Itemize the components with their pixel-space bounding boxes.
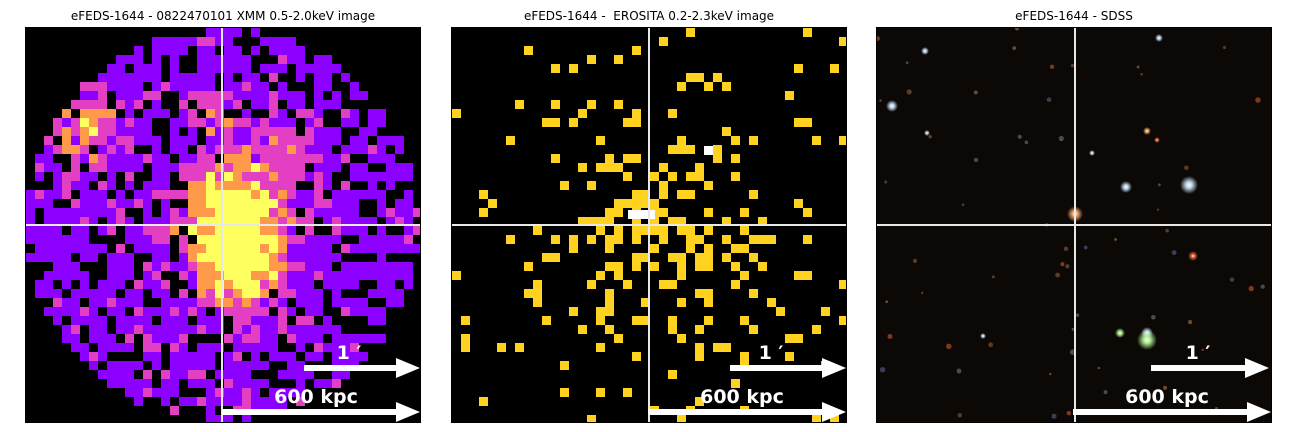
- xmm-panel: eFEDS-1644 - 0822470101 XMM 0.5-2.0keV i…: [25, 0, 421, 432]
- sdss-angular-scale-arrow: [1151, 358, 1269, 378]
- xmm-xray-image: 1 ′ 600 kpc: [25, 27, 421, 423]
- sdss-optical-image: 1 ′ 600 kpc: [876, 27, 1272, 423]
- sdss-angular-scale-label: 1 ′: [1185, 342, 1211, 364]
- erosita-angular-scale-label: 1 ′: [758, 342, 784, 364]
- xmm-crosshair-horizontal: [26, 224, 420, 226]
- sdss-crosshair-horizontal: [877, 224, 1271, 226]
- xmm-panel-title: eFEDS-1644 - 0822470101 XMM 0.5-2.0keV i…: [70, 9, 376, 23]
- erosita-panel: eFEDS-1644 - EROSITA 0.2-2.3keV image 1 …: [451, 0, 847, 432]
- erosita-physical-scale-arrow: [648, 402, 846, 422]
- sdss-physical-scale-label: 600 kpc: [1125, 386, 1209, 408]
- erosita-angular-scale-arrow: [730, 358, 846, 378]
- erosita-physical-scale-label: 600 kpc: [700, 386, 784, 408]
- sdss-panel-title: eFEDS-1644 - SDSS: [1015, 9, 1133, 23]
- xmm-angular-scale-label: 1 ′: [336, 342, 362, 364]
- xmm-physical-scale-arrow: [222, 402, 420, 422]
- erosita-xray-image: 1 ′ 600 kpc: [451, 27, 847, 423]
- sdss-star-field: [877, 28, 1265, 419]
- erosita-crosshair-horizontal: [452, 224, 846, 226]
- xmm-angular-scale-arrow: [304, 358, 420, 378]
- sdss-panel: eFEDS-1644 - SDSS 1 ′ 600 kpc: [876, 0, 1272, 432]
- sdss-physical-scale-arrow: [1073, 402, 1271, 422]
- erosita-panel-title: eFEDS-1644 - EROSITA 0.2-2.3keV image: [523, 9, 775, 23]
- xmm-physical-scale-label: 600 kpc: [274, 386, 358, 408]
